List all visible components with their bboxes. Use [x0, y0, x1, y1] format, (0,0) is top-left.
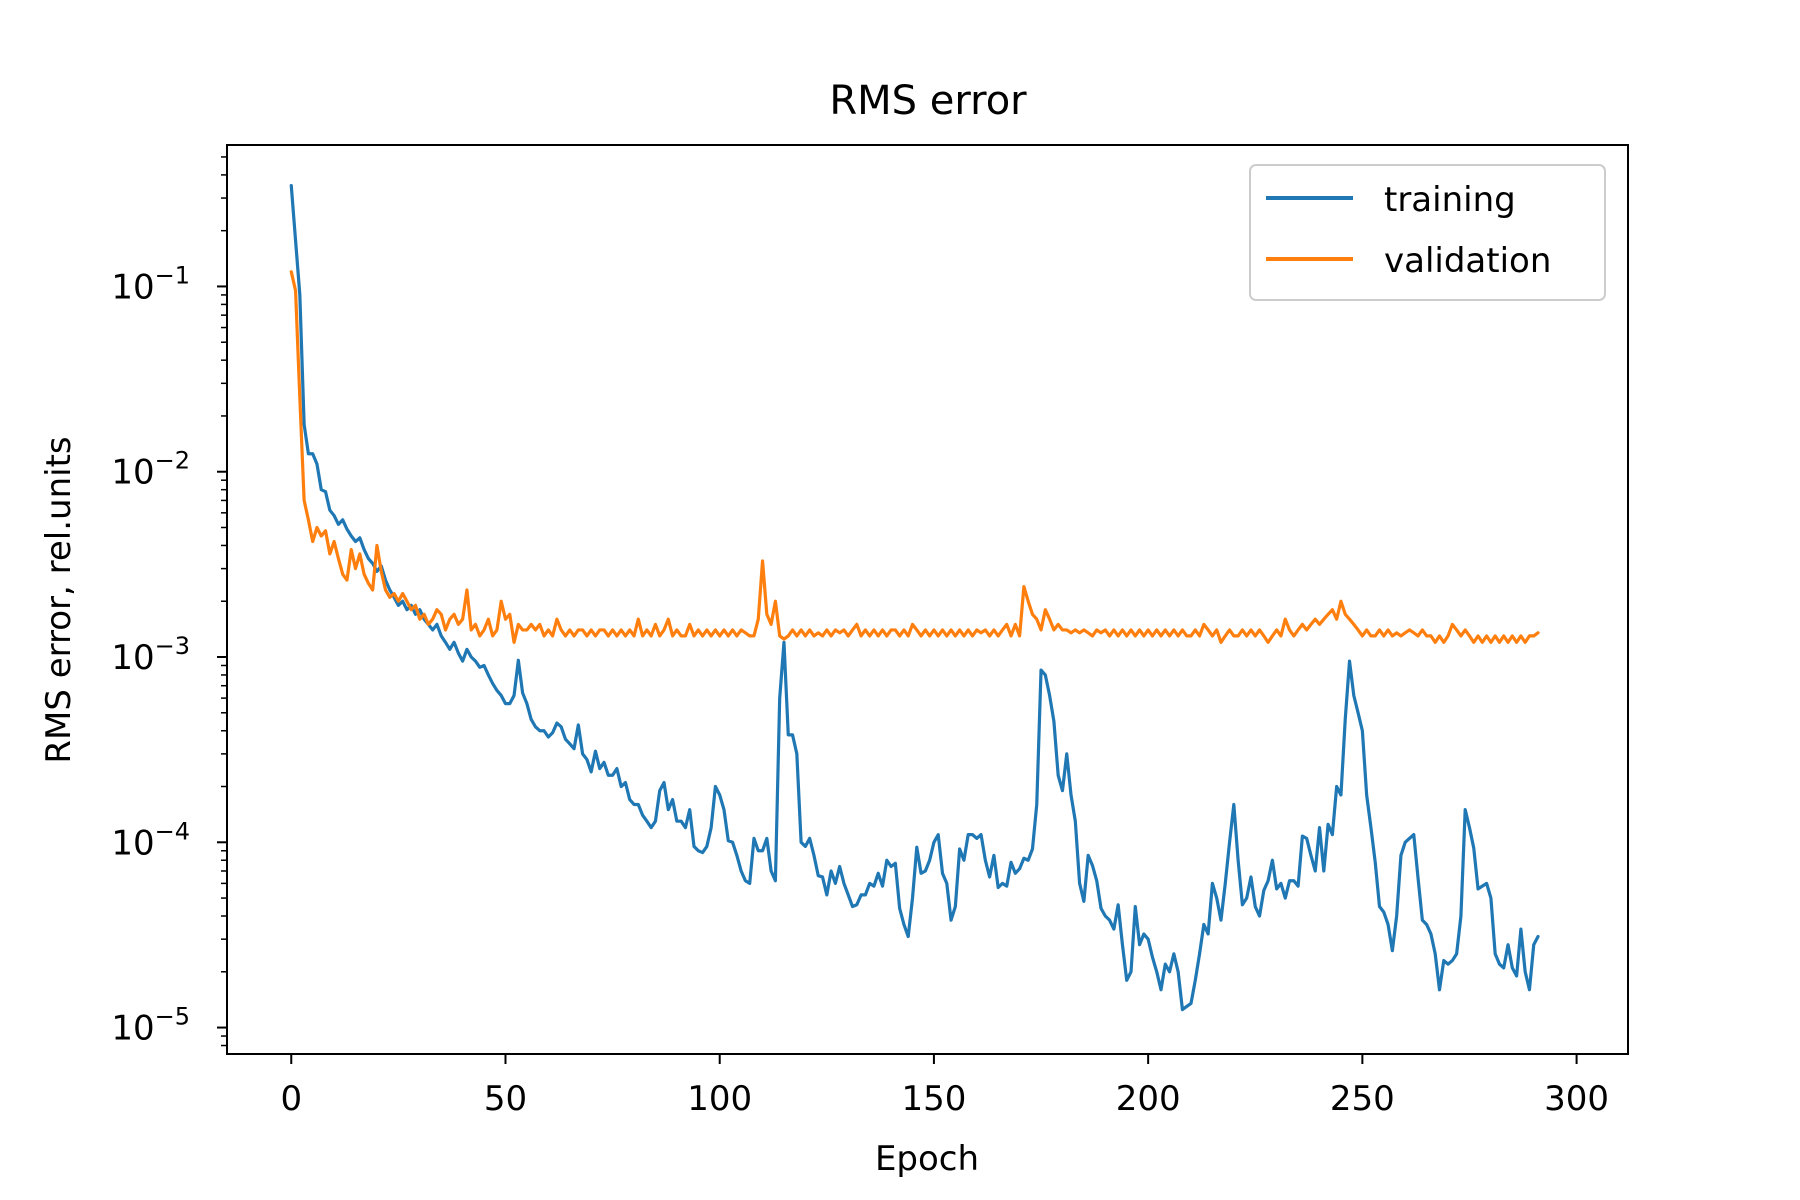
- x-tick-label: 100: [687, 1079, 752, 1119]
- x-tick-label: 300: [1544, 1079, 1609, 1119]
- series-line-training: [289, 184, 1540, 1012]
- y-tick-label: 10−1: [111, 261, 190, 307]
- plot-frame: [226, 144, 1629, 1055]
- series-line-validation: [289, 270, 1540, 644]
- y-axis-label: RMS error, rel.units: [39, 436, 79, 763]
- y-tick-label: 10−3: [111, 632, 190, 678]
- x-tick-label: 250: [1330, 1079, 1395, 1119]
- y-tick-label: 10−2: [111, 447, 190, 493]
- legend-label-validation: validation: [1384, 241, 1551, 281]
- series-layer: [289, 184, 1540, 1012]
- y-tick-label: 10−5: [111, 1003, 190, 1049]
- x-axis-label: Epoch: [875, 1139, 979, 1179]
- x-tick-label: 0: [280, 1079, 302, 1119]
- chart-title: RMS error: [829, 78, 1027, 124]
- x-axis: 0 50 100 150 200 250 300: [280, 1054, 1609, 1119]
- legend: training validation: [1249, 164, 1606, 301]
- legend-label-training: training: [1384, 180, 1516, 220]
- y-tick-label: 10−4: [111, 817, 190, 863]
- x-tick-label: 150: [901, 1079, 966, 1119]
- plot-area: 0 50 100 150 200 250 300 10−1 10−2 10−3 10−4 10−5: [111, 144, 1629, 1119]
- x-tick-label: 50: [484, 1079, 527, 1119]
- x-tick-label: 200: [1116, 1079, 1181, 1119]
- y-axis: 10−1 10−2 10−3 10−4 10−5: [111, 156, 227, 1049]
